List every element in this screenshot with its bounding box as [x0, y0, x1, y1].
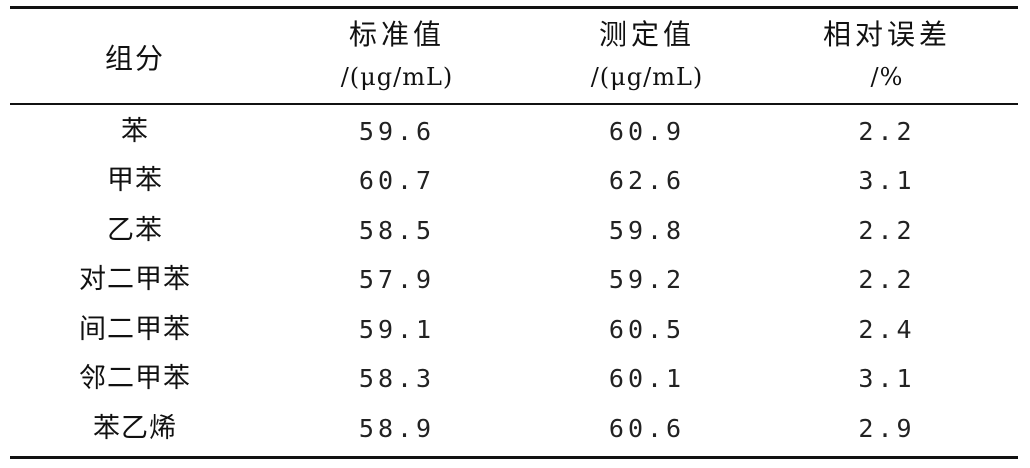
header-measured-label: 测定值	[598, 18, 695, 51]
row-error-value: 2.9	[858, 414, 916, 444]
header-standard-label: 标准值	[348, 18, 445, 51]
row-standard-value: 59.6	[358, 116, 436, 146]
bottom-rule	[10, 455, 1018, 459]
row-name: 苯	[121, 115, 149, 147]
header-measured-unit: /(μg/mL)	[590, 63, 704, 91]
header-error-cell: 相对误差 /%	[762, 9, 1012, 103]
row-error-value: 2.4	[858, 314, 916, 344]
row-name: 间二甲苯	[79, 313, 191, 345]
table-row: 甲苯 60.7 62.6 3.1	[10, 156, 1018, 206]
row-name: 邻二甲苯	[79, 363, 191, 395]
table-row: 邻二甲苯 58.3 60.1 3.1	[10, 354, 1018, 404]
row-measured-value: 60.5	[608, 314, 686, 344]
row-error-value: 2.2	[858, 215, 916, 245]
header-standard-cell: 标准值 /(μg/mL)	[272, 9, 522, 103]
row-name: 乙苯	[107, 214, 163, 246]
row-measured-value: 59.2	[608, 265, 686, 295]
row-error-value: 2.2	[858, 265, 916, 295]
row-standard-value: 60.7	[358, 166, 436, 196]
table-row: 对二甲苯 57.9 59.2 2.2	[10, 255, 1018, 305]
table-header: 组分 标准值 /(μg/mL) 测定值 /(μg/mL) 相对误差 /%	[10, 9, 1018, 103]
data-table: 组分 标准值 /(μg/mL) 测定值 /(μg/mL) 相对误差 /% 苯 5…	[10, 6, 1018, 459]
row-measured-value: 59.8	[608, 215, 686, 245]
header-error-unit: /%	[870, 63, 904, 91]
table-row: 苯乙烯 58.9 60.6 2.9	[10, 404, 1018, 454]
row-standard-value: 59.1	[358, 314, 436, 344]
table-body: 苯 59.6 60.9 2.2 甲苯 60.7 62.6 3.1 乙苯 58.5…	[10, 105, 1018, 456]
top-rule	[10, 6, 1018, 9]
row-standard-value: 58.5	[358, 215, 436, 245]
row-standard-value: 58.9	[358, 414, 436, 444]
header-standard-unit: /(μg/mL)	[340, 63, 454, 91]
row-measured-value: 60.1	[608, 364, 686, 394]
row-measured-value: 62.6	[608, 166, 686, 196]
row-measured-value: 60.6	[608, 414, 686, 444]
table-row: 间二甲苯 59.1 60.5 2.4	[10, 305, 1018, 355]
row-error-value: 3.1	[858, 166, 916, 196]
row-name: 对二甲苯	[79, 264, 191, 296]
row-error-value: 2.2	[858, 116, 916, 146]
row-name: 苯乙烯	[93, 413, 177, 445]
table-row: 苯 59.6 60.9 2.2	[10, 107, 1018, 157]
header-measured-cell: 测定值 /(μg/mL)	[522, 9, 772, 103]
row-standard-value: 58.3	[358, 364, 436, 394]
row-error-value: 3.1	[858, 364, 916, 394]
header-group-label: 组分	[104, 42, 165, 75]
table-row: 乙苯 58.5 59.8 2.2	[10, 206, 1018, 256]
header-group-cell: 组分	[10, 9, 260, 103]
header-rule	[10, 103, 1018, 105]
row-name: 甲苯	[107, 165, 163, 197]
row-measured-value: 60.9	[608, 116, 686, 146]
header-error-label: 相对误差	[822, 18, 951, 51]
row-standard-value: 57.9	[358, 265, 436, 295]
